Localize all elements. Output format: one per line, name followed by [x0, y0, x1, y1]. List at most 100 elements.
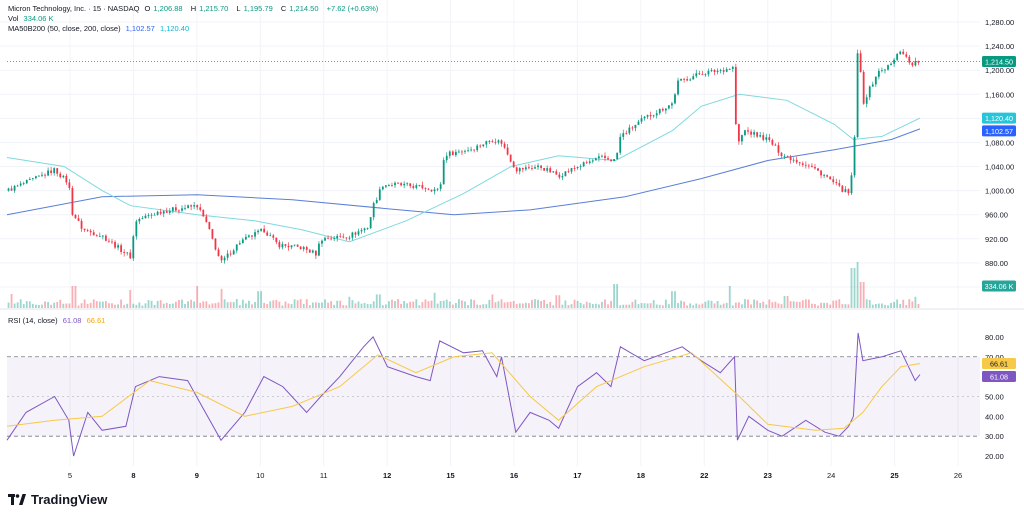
candle-body — [549, 168, 552, 173]
volume-bar — [549, 301, 552, 308]
candle-body — [677, 80, 679, 95]
volume-bar — [168, 303, 171, 308]
candle-body — [692, 76, 695, 80]
candle-body — [814, 166, 816, 169]
volume-bar — [360, 303, 363, 308]
volume-bar — [220, 288, 223, 308]
volume-bar — [719, 304, 722, 308]
volume-bar — [558, 295, 561, 308]
candle-body — [844, 189, 847, 192]
volume-bar — [807, 299, 810, 308]
candle-body — [734, 66, 737, 125]
candle-body — [238, 243, 241, 245]
candle-body — [339, 235, 342, 237]
candle-body — [643, 116, 646, 119]
candle-body — [281, 244, 284, 248]
candle-body — [418, 185, 421, 186]
volume-bar — [610, 300, 612, 308]
volume-bar — [689, 303, 692, 308]
candle-body — [902, 51, 905, 55]
volume-bar — [229, 302, 232, 308]
candle-body — [305, 247, 308, 250]
volume-bar — [762, 301, 765, 308]
volume-bar — [649, 303, 652, 308]
volume-bar — [841, 304, 844, 308]
volume-bar — [83, 299, 86, 308]
candle-body — [388, 185, 390, 186]
volume-bar — [534, 299, 536, 308]
candle-body — [616, 152, 619, 160]
candle-body — [430, 189, 433, 192]
candle-body — [610, 159, 612, 162]
volume-bar — [278, 301, 281, 308]
candle-body — [25, 179, 28, 184]
candle-body — [114, 241, 116, 248]
rsi-ma-value-label: 66.61 — [990, 359, 1008, 368]
candle-body — [865, 97, 868, 104]
volume-bar — [655, 304, 658, 308]
volume-bar — [156, 300, 159, 308]
volume-bar — [394, 301, 396, 308]
candle-body — [363, 228, 366, 231]
volume-bar — [339, 300, 342, 308]
volume-bar — [753, 299, 756, 308]
volume-bar — [494, 302, 497, 308]
candle-body — [412, 186, 415, 188]
volume-bar — [811, 303, 813, 308]
volume-bar — [223, 299, 226, 308]
candle-body — [503, 143, 506, 148]
candle-body — [826, 175, 829, 177]
candle-body — [406, 183, 409, 185]
candle-body — [753, 132, 756, 135]
ma-fast-price-label: 1,102.57 — [985, 127, 1013, 136]
candle-body — [482, 144, 485, 147]
volume-bar — [464, 301, 466, 308]
candle-body — [254, 232, 256, 237]
volume-bar — [850, 268, 853, 308]
candle-body — [741, 135, 743, 142]
candle-body — [789, 156, 792, 161]
candle-body — [50, 170, 53, 174]
candle-body — [83, 228, 86, 231]
volume-bar — [780, 304, 783, 308]
volume-bar — [683, 301, 686, 308]
candle-body — [731, 66, 734, 70]
candle-body — [111, 241, 113, 243]
candle-body — [284, 244, 287, 246]
low-label: L — [236, 4, 241, 13]
candle-body — [150, 214, 153, 216]
moving-averages — [6, 93, 921, 243]
volume-bar — [728, 286, 731, 308]
candle-body — [44, 174, 46, 176]
volume-bar — [853, 268, 856, 308]
last-price-label-bg — [982, 55, 1016, 67]
volume-bar — [266, 304, 269, 308]
volume-bar — [7, 302, 10, 308]
candle-body — [461, 151, 463, 153]
candle-body — [13, 185, 16, 191]
volume-bar — [263, 302, 266, 308]
candle-body — [211, 229, 214, 239]
candle-body — [205, 216, 208, 223]
volume-bar — [187, 301, 189, 308]
volume-bar — [579, 302, 582, 308]
volume-bar — [725, 302, 728, 308]
volume-bar — [403, 300, 406, 308]
time-tick-label: 15 — [446, 471, 454, 480]
volume-bar — [375, 294, 378, 308]
volume-bar — [114, 304, 116, 308]
candle-body — [47, 170, 49, 176]
candle-body — [241, 239, 244, 244]
candle-body — [871, 84, 874, 87]
volume-bar — [89, 302, 92, 308]
volume-bar — [22, 304, 25, 308]
candle-body — [384, 185, 387, 187]
volume-bar — [865, 299, 868, 308]
volume-bar — [567, 305, 570, 308]
candle-body — [123, 251, 126, 254]
volume-bar — [518, 303, 521, 308]
candle-body — [120, 245, 123, 252]
candle-body — [710, 69, 713, 71]
candle-body — [567, 171, 570, 173]
